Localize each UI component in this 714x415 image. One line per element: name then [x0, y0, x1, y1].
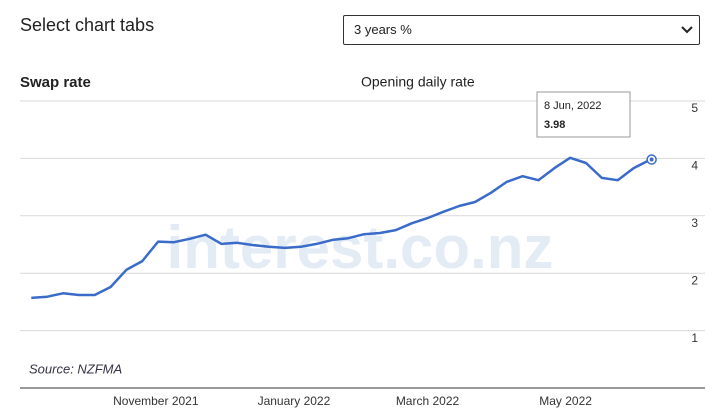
y-tick-label: 3 — [691, 216, 698, 230]
chart-title: Swap rate — [20, 74, 91, 91]
x-tick-label: March 2022 — [396, 394, 460, 408]
watermark: interest.co.nz — [167, 214, 554, 281]
chart-select[interactable]: 3 years % — [343, 15, 700, 45]
tooltip-value: 3.98 — [544, 119, 565, 131]
x-tick-label: January 2022 — [258, 394, 331, 408]
page-heading: Select chart tabs — [20, 15, 155, 35]
source: Source: NZFMA — [29, 361, 122, 376]
x-tick-label: November 2021 — [113, 394, 199, 408]
y-tick-label: 4 — [691, 159, 698, 173]
y-tick-label: 2 — [691, 273, 698, 287]
x-tick-label: May 2022 — [539, 394, 592, 408]
dropdown-arrow — [681, 26, 693, 34]
selected-option: 3 years % — [354, 22, 412, 37]
y-tick-label: 5 — [691, 101, 698, 115]
tooltip-box — [536, 91, 631, 138]
tooltip-date: 8 Jun, 2022 — [544, 100, 602, 112]
tooltip: 8 Jun, 2022 3.98 — [536, 91, 631, 138]
data-line — [31, 156, 652, 300]
hover-point-dot — [649, 157, 654, 162]
y-tick-label: 1 — [691, 331, 698, 345]
chart-subtitle: Opening daily rate — [361, 74, 475, 90]
